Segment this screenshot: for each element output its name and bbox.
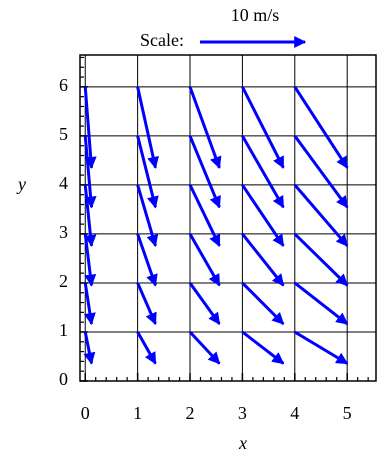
vector-arrow — [241, 135, 285, 209]
x-tick-label: 0 — [81, 403, 90, 423]
x-tick-label: 1 — [133, 403, 142, 423]
x-tick-label: 4 — [290, 403, 299, 423]
key-label: 10 m/s — [231, 5, 280, 25]
key-text: Scale: — [140, 30, 184, 50]
vector-arrow — [241, 330, 285, 365]
vector-arrow — [241, 232, 285, 287]
vector-arrow — [188, 233, 221, 287]
vector-arrow — [83, 86, 97, 169]
vector-arrow — [136, 135, 159, 209]
vector-arrow — [136, 86, 160, 169]
vector-arrow — [241, 86, 285, 169]
vector-arrow — [293, 281, 349, 326]
vector-arrow — [293, 134, 349, 209]
vector-arrow — [188, 86, 222, 169]
vector-arrow — [136, 331, 157, 365]
vector-arrow — [136, 282, 157, 326]
vector-arrow — [241, 281, 285, 325]
y-tick-label: 0 — [59, 369, 68, 389]
vector-arrow — [188, 282, 221, 325]
x-tick-label: 3 — [238, 403, 247, 423]
vector-arrow — [294, 330, 349, 365]
vector-arrow — [83, 184, 97, 248]
x-tick-label: 5 — [343, 403, 352, 423]
vector-arrow — [83, 135, 97, 209]
vector-arrow — [136, 184, 159, 247]
x-tick-label: 2 — [186, 403, 195, 423]
vector-arrow — [83, 331, 96, 365]
y-tick-label: 6 — [59, 75, 68, 95]
vector-arrow — [83, 282, 96, 326]
vector-arrow — [188, 184, 221, 247]
y-axis-label: y — [16, 174, 26, 194]
vector-arrow — [293, 183, 349, 247]
y-tick-label: 1 — [59, 320, 68, 340]
vector-arrow — [136, 233, 158, 287]
x-axis-label: x — [238, 433, 247, 453]
y-tick-label: 2 — [59, 271, 68, 291]
vector-arrow — [188, 135, 221, 209]
vector-arrow — [188, 330, 221, 365]
y-tick-label: 5 — [59, 124, 68, 144]
y-tick-label: 3 — [59, 222, 68, 242]
plot-frame — [79, 54, 377, 382]
vector-arrow — [293, 86, 349, 169]
vector-arrow — [241, 184, 285, 247]
y-tick-label: 4 — [59, 173, 68, 193]
vector-arrow — [293, 232, 349, 287]
